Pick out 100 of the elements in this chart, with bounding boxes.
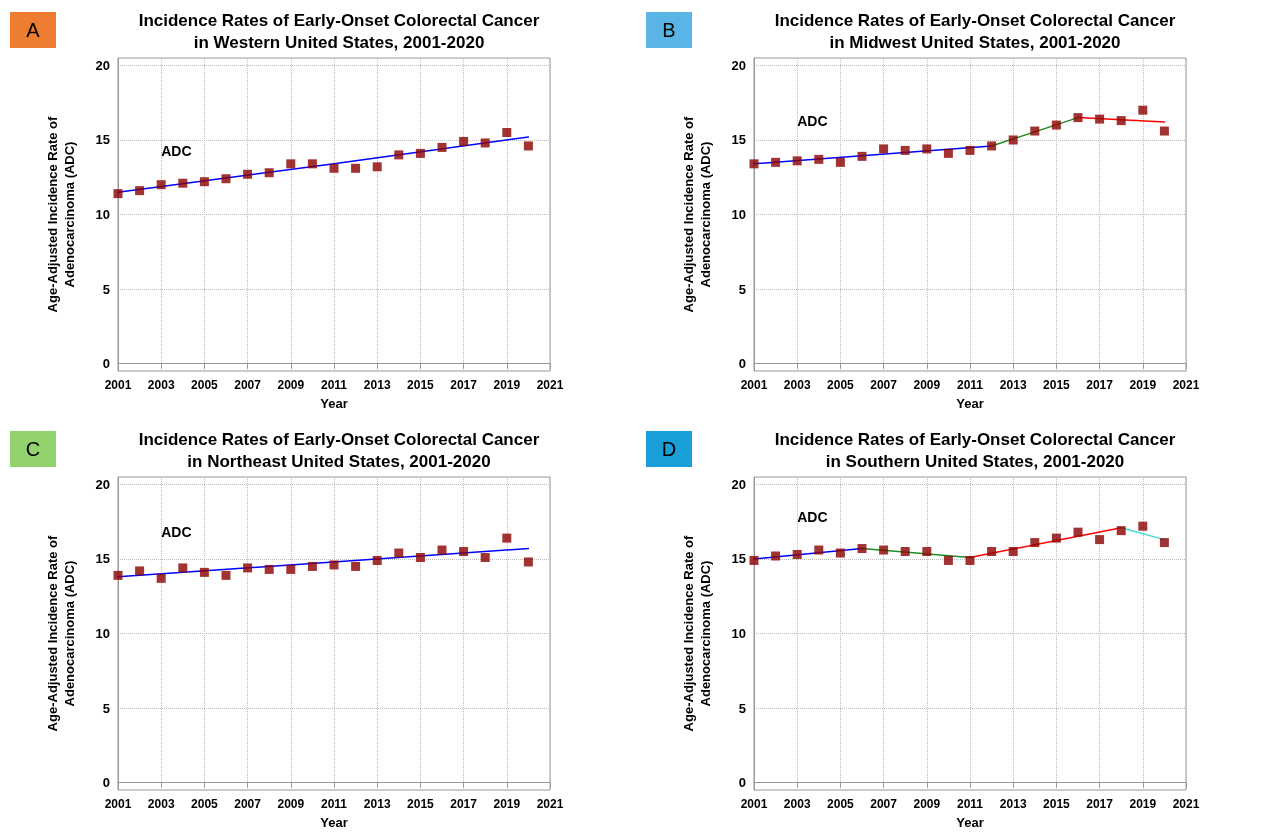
x-tick-label: 2007 bbox=[870, 378, 898, 392]
annotation: ADC bbox=[161, 524, 192, 541]
point bbox=[351, 163, 361, 173]
y-axis-title: Age-Adjusted Incidence Rate of Adenocarcinoma (ADC) bbox=[681, 115, 713, 313]
point bbox=[264, 564, 274, 574]
y-tick-label: 5 bbox=[102, 700, 110, 716]
x-tick-label: 2017 bbox=[450, 797, 478, 811]
x-tick-label: 2001 bbox=[104, 797, 132, 811]
x-tick-label: 2021 bbox=[1172, 378, 1200, 392]
annotation: ADC bbox=[797, 112, 828, 129]
point bbox=[329, 560, 339, 570]
point bbox=[1008, 135, 1018, 145]
point bbox=[286, 564, 296, 574]
point bbox=[792, 550, 802, 559]
x-tick-label: 2007 bbox=[234, 378, 262, 392]
x-tick-label: 2019 bbox=[493, 797, 521, 811]
point bbox=[437, 142, 447, 152]
x-tick-label: 2019 bbox=[1129, 797, 1157, 811]
point bbox=[792, 156, 802, 166]
x-tick-label: 2005 bbox=[827, 797, 855, 811]
point bbox=[1073, 527, 1083, 537]
x-tick-label: 2005 bbox=[191, 378, 219, 392]
x-tick-label: 2017 bbox=[450, 378, 478, 392]
point bbox=[1051, 533, 1061, 543]
x-tick-label: 2011 bbox=[320, 797, 348, 811]
y-tick-label: 20 bbox=[731, 476, 746, 492]
x-tick-label: 2021 bbox=[536, 797, 564, 811]
point bbox=[113, 570, 123, 580]
point bbox=[307, 561, 317, 571]
x-tick-label: 2021 bbox=[536, 378, 564, 392]
y-tick-label: 15 bbox=[731, 551, 746, 567]
point bbox=[394, 548, 404, 558]
point bbox=[394, 150, 404, 160]
x-tick-label: 2019 bbox=[493, 378, 521, 392]
point bbox=[835, 548, 845, 558]
point bbox=[879, 144, 889, 154]
point bbox=[135, 186, 145, 196]
point bbox=[814, 545, 824, 555]
point bbox=[771, 551, 781, 561]
chart-title: Incidence Rates of Early-Onset Colorectal Cancer in Midwest United States, 2001-2020 bbox=[774, 10, 1176, 52]
point bbox=[199, 177, 209, 187]
chart-title: Incidence Rates of Early-Onset Colorectal Cancer in Southern United States, 2001-2020 bbox=[774, 429, 1176, 471]
point bbox=[415, 148, 425, 158]
point bbox=[1138, 105, 1148, 115]
point bbox=[113, 189, 123, 199]
x-tick-label: 2001 bbox=[104, 378, 132, 392]
point bbox=[178, 563, 188, 573]
point bbox=[835, 157, 845, 167]
y-tick-label: 0 bbox=[738, 775, 746, 791]
y-axis-title: Age-Adjusted Incidence Rate of Adenocarcinoma (ADC) bbox=[681, 534, 713, 732]
y-tick-label: 20 bbox=[95, 57, 110, 73]
point bbox=[459, 136, 469, 146]
point bbox=[965, 555, 975, 565]
x-tick-label: 2001 bbox=[740, 797, 768, 811]
x-tick-label: 2009 bbox=[913, 378, 941, 392]
point bbox=[178, 178, 188, 188]
chart-title: Incidence Rates of Early-Onset Colorectal Cancer in Western United States, 2001-2020 bbox=[138, 10, 540, 52]
point bbox=[1030, 538, 1040, 548]
x-tick-label: 2003 bbox=[147, 797, 175, 811]
y-tick-label: 20 bbox=[95, 476, 110, 492]
y-tick-label: 10 bbox=[95, 626, 110, 641]
point bbox=[221, 174, 231, 184]
point bbox=[749, 159, 759, 169]
x-tick-label: 2015 bbox=[1043, 378, 1071, 392]
x-tick-label: 2009 bbox=[913, 797, 941, 811]
point bbox=[879, 545, 889, 555]
point bbox=[221, 570, 231, 580]
point bbox=[480, 138, 490, 148]
x-tick-label: 2011 bbox=[956, 797, 984, 811]
y-tick-label: 15 bbox=[731, 132, 746, 148]
point bbox=[156, 573, 166, 583]
x-tick-label: 2003 bbox=[783, 378, 811, 392]
point bbox=[459, 547, 469, 557]
x-tick-label: 2017 bbox=[1086, 378, 1114, 392]
point bbox=[1095, 114, 1105, 124]
x-tick-label: 2003 bbox=[783, 797, 811, 811]
y-axis-title: Age-Adjusted Incidence Rate of Adenocarcinoma (ADC) bbox=[45, 115, 77, 313]
point bbox=[1051, 120, 1061, 130]
point bbox=[1008, 547, 1018, 557]
text: B bbox=[646, 12, 692, 48]
y-tick-label: 20 bbox=[731, 57, 746, 73]
point bbox=[502, 128, 512, 138]
x-tick-label: 2017 bbox=[1086, 797, 1114, 811]
point bbox=[415, 552, 425, 562]
point bbox=[1116, 116, 1126, 126]
y-tick-label: 10 bbox=[95, 207, 110, 222]
x-tick-label: 2015 bbox=[407, 378, 435, 392]
point bbox=[480, 552, 490, 562]
text: D bbox=[646, 431, 692, 467]
x-tick-label: 2013 bbox=[363, 378, 391, 392]
y-tick-label: 5 bbox=[102, 281, 110, 297]
point bbox=[987, 141, 997, 151]
y-axis-title: Age-Adjusted Incidence Rate of Adenocarcinoma (ADC) bbox=[45, 534, 77, 732]
x-tick-label: 2013 bbox=[363, 797, 391, 811]
y-tick-label: 5 bbox=[738, 700, 746, 716]
point bbox=[243, 169, 253, 179]
point bbox=[372, 555, 382, 565]
point bbox=[199, 567, 209, 577]
x-tick-label: 2001 bbox=[740, 378, 768, 392]
annotation: ADC bbox=[797, 509, 828, 526]
